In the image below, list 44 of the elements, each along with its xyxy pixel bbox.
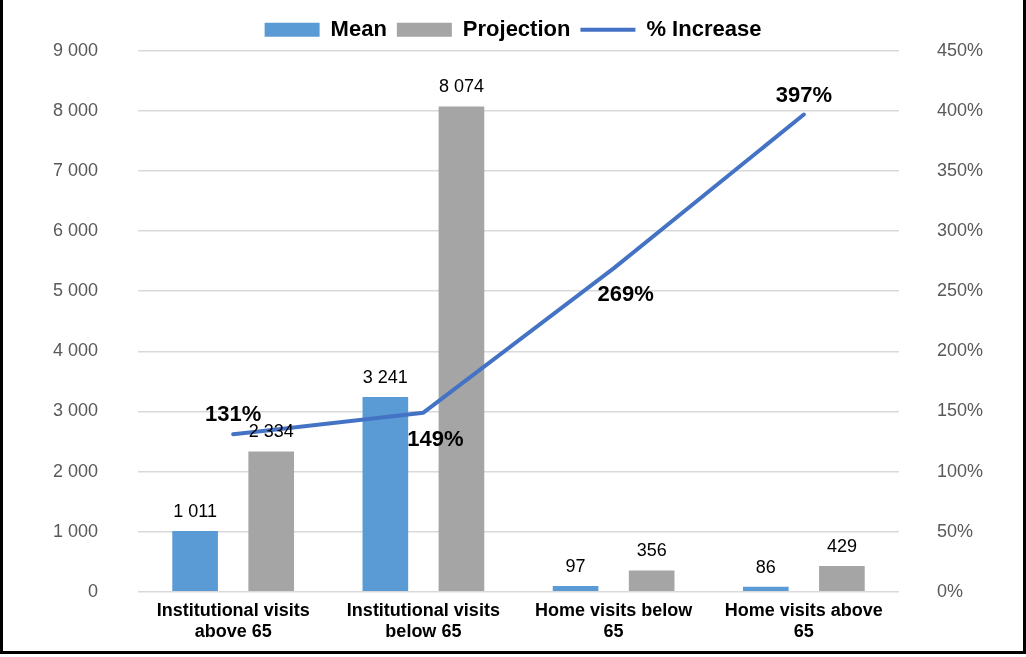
- bar: [362, 396, 409, 592]
- y2-tick-label: 150%: [936, 400, 984, 421]
- bar: [248, 451, 295, 592]
- y2-tick-label: 250%: [936, 280, 984, 301]
- x-tick-label: Home visits below 65: [535, 599, 694, 642]
- legend-label: Mean: [330, 15, 387, 41]
- data-label: 269%: [597, 281, 654, 307]
- x-tick-label: Home visits above 65: [724, 599, 883, 642]
- bar: [742, 586, 789, 592]
- bar: [628, 570, 675, 592]
- y-tick-label: 7 000: [53, 159, 99, 180]
- data-label: 356: [636, 540, 667, 561]
- data-label: 397%: [775, 81, 832, 107]
- y2-tick-label: 350%: [936, 159, 984, 180]
- x-tick-label: Institutional visits above 65: [156, 599, 310, 642]
- data-label: 1 011: [173, 501, 217, 521]
- y-tick-label: 6 000: [53, 220, 99, 241]
- data-label: 3 241: [362, 366, 408, 387]
- legend-label: Projection: [462, 15, 571, 41]
- y-tick-label: 9 000: [53, 39, 99, 60]
- y-tick-label: 2 000: [53, 460, 99, 481]
- y2-tick-label: 0%: [936, 580, 963, 601]
- legend-label: % Increase: [646, 15, 762, 41]
- y-tick-label: 5 000: [53, 280, 99, 301]
- data-label: 97: [565, 555, 586, 576]
- y-tick-label: 8 000: [53, 99, 99, 120]
- bar: [819, 566, 865, 592]
- y2-tick-label: 300%: [936, 220, 984, 241]
- bar: [172, 531, 218, 592]
- y-tick-label: 4 000: [53, 340, 99, 361]
- y-tick-label: 1 000: [53, 520, 99, 541]
- y2-tick-label: 200%: [936, 340, 984, 361]
- y-tick-label: 0: [88, 580, 99, 601]
- bar: [552, 585, 599, 592]
- data-label: 86: [755, 556, 776, 577]
- y2-tick-label: 450%: [936, 39, 984, 60]
- y2-tick-label: 100%: [936, 460, 984, 481]
- y2-tick-label: 50%: [936, 520, 973, 541]
- data-label: 149%: [407, 425, 464, 451]
- y2-tick-label: 400%: [936, 99, 984, 120]
- y-tick-label: 3 000: [53, 400, 99, 421]
- x-tick-label: Institutional visits below 65: [346, 599, 500, 642]
- data-label: 8 074: [438, 76, 484, 97]
- data-label: 429: [826, 535, 857, 556]
